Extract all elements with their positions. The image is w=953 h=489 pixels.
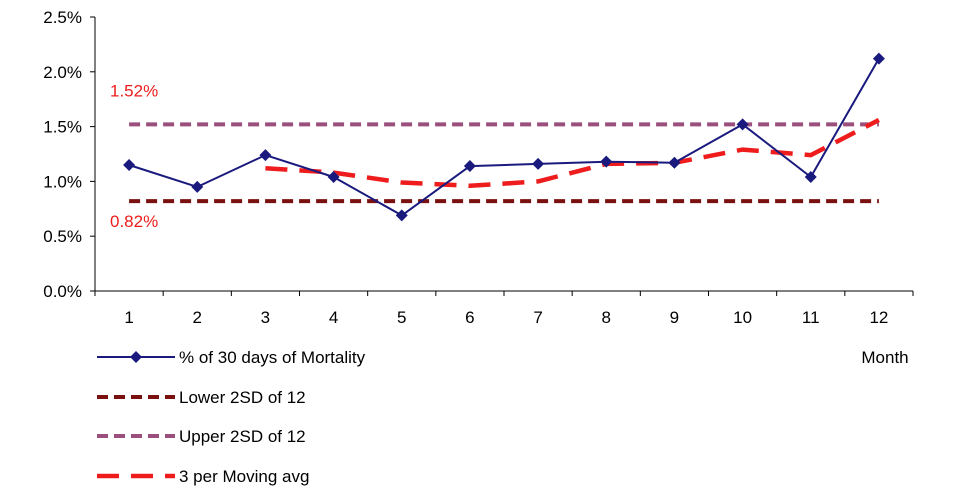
data-point [872,52,885,65]
annotations: 1.52% 0.82% [110,81,158,231]
annotation-label: 0.82% [110,212,158,231]
y-tick-label: 0.5% [43,227,82,246]
data-point [804,171,817,184]
y-tick-label: 0.0% [43,282,82,301]
x-tick-label: 3 [261,308,270,327]
legend-label: % of 30 days of Mortality [179,348,366,367]
x-tick-label: 5 [397,308,406,327]
y-tick-label: 1.5% [43,118,82,137]
series-line-3 [265,118,880,189]
x-axis-label: Month [861,348,908,367]
annotation-label: 1.52% [110,81,158,100]
legend-label: 3 per Moving avg [179,467,309,486]
data-point [395,209,408,222]
x-tick-label: 6 [465,308,474,327]
data-point [463,160,476,173]
x-tick-label: 10 [733,308,752,327]
x-tick-label: 4 [329,308,338,327]
legend-label: Lower 2SD of 12 [179,388,306,407]
y-tick-label: 2.0% [43,63,82,82]
data-point [532,157,545,170]
data-point [736,118,749,131]
data-point [327,171,340,184]
x-tick-label: 9 [670,308,679,327]
data-point [191,180,204,193]
x-tick-label: 2 [193,308,202,327]
legend-marker [130,351,142,363]
data-point [123,158,136,171]
x-tick-label: 8 [602,308,611,327]
tick-labels: 0.0%0.5%1.0%1.5%2.0%2.5%1 2 3 4 5 6 7 8 9 10 11 12 [43,8,914,327]
legend-label: Upper 2SD of 12 [179,427,306,446]
x-tick-label: 7 [533,308,542,327]
data-point [600,155,613,168]
data-point [668,156,681,169]
legend: % of 30 days of Mortality Lower 2SD of 12… [97,348,366,486]
series-line-0 [128,58,880,217]
series-layer [123,52,885,222]
x-tick-label: 12 [869,308,888,327]
data-point [259,149,272,162]
x-tick-label: 11 [802,308,820,327]
y-tick-label: 2.5% [43,8,82,27]
x-tick-label: 1 [124,308,133,327]
y-tick-label: 1.0% [43,172,82,191]
